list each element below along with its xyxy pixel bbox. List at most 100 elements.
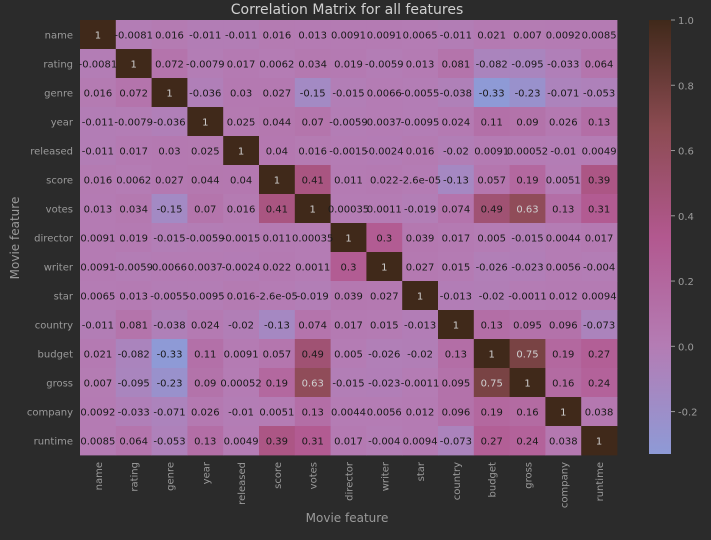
cell-annotation: 0.0091: [367, 31, 402, 42]
y-tick-label: votes: [46, 205, 73, 216]
heatmap-cell: [259, 397, 296, 427]
heatmap-cell: [438, 368, 475, 398]
cell-annotation: 0.0094: [403, 437, 438, 448]
heatmap-cell: [259, 252, 296, 282]
cell-annotation: 1: [417, 292, 423, 303]
heatmap-cell: [473, 20, 510, 50]
cell-annotation: -0.004: [583, 263, 615, 274]
heatmap-cell: [294, 310, 331, 340]
x-tick-label: rating: [130, 462, 141, 492]
heatmap-cell: [187, 339, 224, 369]
cell-annotation: -0.011: [440, 31, 472, 42]
cell-annotation: 0.016: [227, 292, 256, 303]
heatmap-cell: [366, 194, 403, 224]
cell-annotation: 0.13: [481, 321, 503, 332]
cell-annotation: 0.005: [334, 350, 363, 361]
heatmap-cell: [294, 165, 331, 195]
heatmap-cell: [509, 281, 546, 311]
heatmap-cell: [259, 368, 296, 398]
cell-annotation: -0.0095: [186, 292, 225, 303]
cell-annotation: 0.75: [481, 379, 503, 390]
heatmap-cell: [187, 426, 224, 456]
cell-annotation: 0.011: [263, 234, 292, 245]
cell-annotation: -0.0024: [365, 147, 404, 158]
heatmap-cell: [223, 397, 260, 427]
heatmap-cell: [80, 310, 117, 340]
cell-annotation: 1: [345, 234, 351, 245]
y-tick-label: year: [51, 118, 74, 129]
cell-annotation: -0.02: [443, 147, 469, 158]
cell-annotation: 0.095: [513, 321, 542, 332]
cell-annotation: 0.013: [406, 60, 435, 71]
x-tick-label: country: [452, 462, 463, 500]
heatmap-cell: [294, 397, 331, 427]
heatmap-cell: [151, 78, 188, 108]
x-tick-label: company: [559, 462, 570, 508]
heatmap-cell: [151, 368, 188, 398]
heatmap-cell: [402, 397, 439, 427]
heatmap-cell: [330, 281, 367, 311]
cell-annotation: -0.071: [547, 89, 579, 100]
heatmap-cell: [80, 78, 117, 108]
cell-annotation: -0.033: [118, 408, 150, 419]
cell-annotation: 0.017: [119, 147, 148, 158]
heatmap-cell: [151, 281, 188, 311]
heatmap-cell: [187, 252, 224, 282]
heatmap-cell: [402, 107, 439, 137]
cell-annotation: -0.082: [476, 60, 508, 71]
heatmap-cell: [259, 426, 296, 456]
cell-annotation: 1: [310, 205, 316, 216]
cell-annotation: 1: [596, 437, 602, 448]
heatmap-cell: [402, 194, 439, 224]
cell-annotation: -0.038: [153, 321, 185, 332]
cell-annotation: 0.13: [194, 437, 216, 448]
y-tick-label: score: [46, 176, 73, 187]
cell-annotation: 0.024: [442, 118, 471, 129]
cell-annotation: 0.0056: [367, 408, 402, 419]
heatmap-cell: [151, 397, 188, 427]
cell-annotation: 0.04: [230, 176, 252, 187]
cell-annotation: 0.074: [442, 205, 471, 216]
heatmap-cell: [545, 252, 582, 282]
cell-annotation: 0.017: [585, 234, 614, 245]
cell-annotation: -0.0055: [150, 292, 189, 303]
cell-annotation: 0.03: [158, 147, 180, 158]
heatmap-cell: [438, 78, 475, 108]
cell-annotation: -0.033: [547, 60, 579, 71]
x-tick-label: name: [94, 462, 105, 490]
heatmap-cell: [115, 426, 152, 456]
heatmap-cell: [259, 194, 296, 224]
x-tick-label: star: [416, 461, 427, 481]
cell-annotation: 0.0062: [116, 176, 151, 187]
heatmap-cell: [581, 252, 618, 282]
heatmap-cell: [581, 107, 618, 137]
heatmap-cell: [545, 194, 582, 224]
heatmap-cell: [80, 136, 117, 166]
cell-annotation: 0.0085: [80, 437, 115, 448]
heatmap-cell: [473, 107, 510, 137]
cell-annotation: 1: [524, 379, 530, 390]
heatmap-cell: [509, 252, 546, 282]
cell-annotation: 0.013: [84, 205, 113, 216]
cell-annotation: -0.073: [583, 321, 615, 332]
cell-annotation: 0.27: [481, 437, 503, 448]
cell-annotation: 0.015: [442, 263, 471, 274]
heatmap-cell: [545, 310, 582, 340]
cell-annotation: 0.0049: [224, 437, 259, 448]
y-tick-label: writer: [44, 263, 74, 274]
heatmap-cell: [366, 397, 403, 427]
cell-annotation: -0.011: [189, 31, 221, 42]
heatmap-cell: [80, 194, 117, 224]
heatmap-cell: [366, 310, 403, 340]
cell-annotation: -0.026: [476, 263, 508, 274]
cell-annotation: 0.0062: [259, 60, 294, 71]
cell-annotation: -0.23: [157, 379, 183, 390]
cell-annotation: 0.0011: [367, 205, 402, 216]
cell-annotation: 0.0065: [403, 31, 438, 42]
cell-annotation: 0.19: [266, 379, 288, 390]
heatmap-cell: [581, 426, 618, 456]
x-tick-label: year: [201, 461, 212, 484]
heatmap-cell: [294, 194, 331, 224]
heatmap-cell: [115, 281, 152, 311]
cell-annotation: -0.0011: [508, 292, 547, 303]
